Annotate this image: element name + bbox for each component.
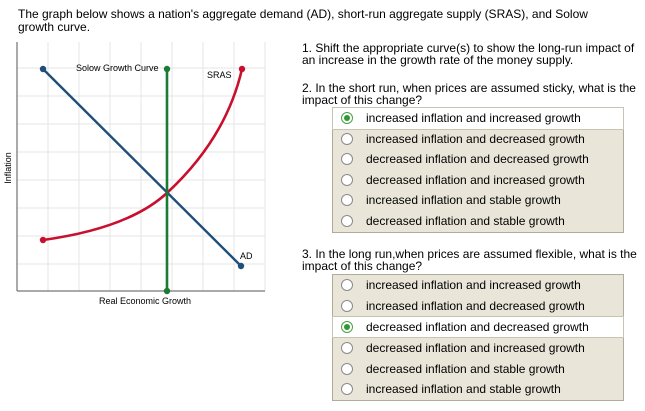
radio-button-icon[interactable]	[341, 300, 353, 313]
axes	[16, 42, 265, 292]
option-label: increased inflation and increased growth	[366, 111, 581, 126]
q3-option[interactable]: increased inflation and increased growth	[333, 275, 623, 296]
radio-selected-dot	[344, 323, 350, 330]
q3-option[interactable]: decreased inflation and decreased growth	[332, 315, 624, 339]
ad-endpoint-top[interactable]	[39, 65, 47, 73]
sras-label: SRAS	[207, 70, 232, 80]
q3-option[interactable]: decreased inflation and increased growth	[333, 337, 623, 358]
q2-option[interactable]: increased inflation and increased growth	[332, 107, 624, 130]
y-axis-label: Inflation	[3, 152, 13, 184]
sras-curve[interactable]	[42, 68, 244, 242]
solow-endpoint-top[interactable]	[163, 65, 171, 73]
option-label: decreased inflation and increased growth	[366, 172, 585, 187]
radio-button-icon[interactable]	[341, 194, 353, 207]
q3-option[interactable]: decreased inflation and stable growth	[333, 358, 623, 379]
radio-button-icon[interactable]	[341, 279, 353, 292]
q2-option[interactable]: increased inflation and decreased growth	[333, 129, 623, 150]
option-label: increased inflation and stable growth	[366, 193, 561, 208]
option-label: decreased inflation and increased growth	[366, 340, 585, 355]
radio-button-icon[interactable]	[341, 173, 353, 186]
q2-option[interactable]: decreased inflation and decreased growth	[333, 149, 623, 170]
radio-button-icon[interactable]	[341, 153, 353, 166]
radio-button-icon[interactable]	[341, 320, 353, 333]
q3-option[interactable]: increased inflation and decreased growth	[333, 296, 623, 317]
grid	[17, 42, 266, 291]
radio-button-icon[interactable]	[341, 132, 353, 145]
question-3-options: increased inflation and increased growth…	[332, 274, 624, 401]
radio-button-icon[interactable]	[341, 214, 353, 227]
q2-option[interactable]: decreased inflation and stable growth	[333, 211, 623, 232]
q2-option[interactable]: decreased inflation and increased growth	[333, 170, 623, 191]
radio-button-icon[interactable]	[341, 383, 353, 396]
radio-selected-dot	[344, 115, 350, 122]
q3-option[interactable]: increased inflation and stable growth	[333, 379, 623, 400]
question-3-text: 3. In the long run,when prices are assum…	[302, 247, 637, 273]
solow-label: Solow Growth Curve	[76, 63, 159, 73]
question-2-text: 2. In the short run, when prices are ass…	[302, 81, 636, 107]
intro-text: The graph below shows a nation's aggrega…	[18, 7, 588, 34]
ad-curve[interactable]	[42, 68, 242, 267]
q2-option[interactable]: increased inflation and stable growth	[333, 190, 623, 211]
radio-button-icon[interactable]	[341, 362, 353, 375]
question-2-options: increased inflation and increased growth…	[332, 107, 624, 233]
option-label: increased inflation and stable growth	[366, 382, 561, 397]
x-axis-label: Real Economic Growth	[99, 296, 191, 306]
ad-endpoint-bottom[interactable]	[237, 262, 245, 270]
radio-button-icon[interactable]	[341, 112, 353, 125]
question-1-text: 1. Shift the appropriate curve(s) to sho…	[302, 41, 635, 67]
economics-graph[interactable]: Inflation Real Economic Growth Solow Gro…	[0, 40, 280, 320]
option-label: increased inflation and decreased growth	[366, 299, 585, 314]
option-label: increased inflation and increased growth	[366, 278, 581, 293]
sras-endpoint-high[interactable]	[238, 65, 246, 73]
option-label: decreased inflation and decreased growth	[366, 319, 589, 334]
option-label: increased inflation and decreased growth	[366, 131, 585, 146]
option-label: decreased inflation and stable growth	[366, 361, 565, 376]
option-label: decreased inflation and decreased growth	[366, 152, 589, 167]
sras-endpoint-low[interactable]	[39, 236, 47, 244]
solow-endpoint-bottom[interactable]	[163, 287, 171, 295]
radio-button-icon[interactable]	[341, 341, 353, 354]
option-label: decreased inflation and stable growth	[366, 213, 565, 228]
ad-label: AD	[240, 251, 253, 261]
